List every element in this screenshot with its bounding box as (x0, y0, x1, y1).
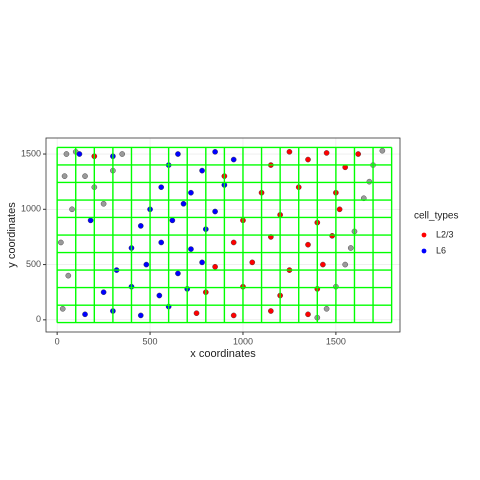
point (137, 223, 144, 229)
point (342, 261, 348, 268)
point (65, 272, 72, 279)
point (58, 239, 64, 246)
point (175, 270, 181, 277)
y-tick-label: 1500 (21, 148, 41, 158)
legend-swatch (421, 232, 427, 238)
point (61, 173, 68, 179)
point (100, 289, 107, 296)
point (87, 217, 94, 224)
point (323, 305, 330, 312)
y-axis-title: y coordinates (6, 202, 18, 268)
point (169, 217, 176, 224)
point (305, 241, 311, 248)
legend-label: L2/3 (436, 229, 454, 239)
point (59, 305, 66, 312)
point (100, 200, 107, 207)
point (249, 259, 256, 266)
point (305, 156, 311, 163)
point (366, 178, 373, 185)
y-tick-label: 1000 (21, 204, 41, 214)
point (137, 312, 144, 319)
point (347, 245, 354, 251)
point (199, 167, 205, 174)
point (230, 156, 237, 163)
point (143, 261, 150, 268)
x-axis-title: x coordinates (190, 348, 256, 360)
point (286, 149, 293, 155)
point (158, 184, 165, 190)
legend-swatch (421, 248, 427, 254)
point (212, 208, 218, 215)
point (69, 206, 75, 213)
point (193, 310, 200, 317)
point (305, 311, 311, 318)
y-tick-label: 500 (26, 259, 41, 269)
point (212, 263, 218, 270)
point (188, 246, 194, 252)
point (188, 189, 194, 196)
point (268, 308, 274, 314)
legend-title: cell_types (414, 211, 458, 222)
x-tick-label: 0 (55, 336, 60, 346)
point (158, 239, 165, 246)
point (212, 149, 218, 155)
point (323, 150, 330, 156)
panel-border (45, 137, 401, 333)
point (82, 173, 88, 179)
point (199, 259, 205, 266)
y-tick-label: 0 (36, 314, 41, 324)
x-tick-label: 1000 (233, 336, 253, 346)
point (329, 233, 335, 239)
x-tick-label: 1500 (326, 336, 346, 346)
point (230, 312, 237, 319)
point (119, 151, 125, 157)
point (82, 311, 88, 318)
x-tick-label: 500 (143, 336, 158, 346)
point (355, 151, 361, 157)
point (180, 200, 187, 207)
point (63, 151, 70, 157)
point (156, 292, 163, 299)
point (320, 261, 326, 268)
point (230, 239, 237, 246)
point (379, 147, 386, 154)
point (336, 206, 343, 213)
point (175, 151, 181, 157)
point (76, 151, 83, 157)
legend-label: L6 (436, 245, 446, 255)
